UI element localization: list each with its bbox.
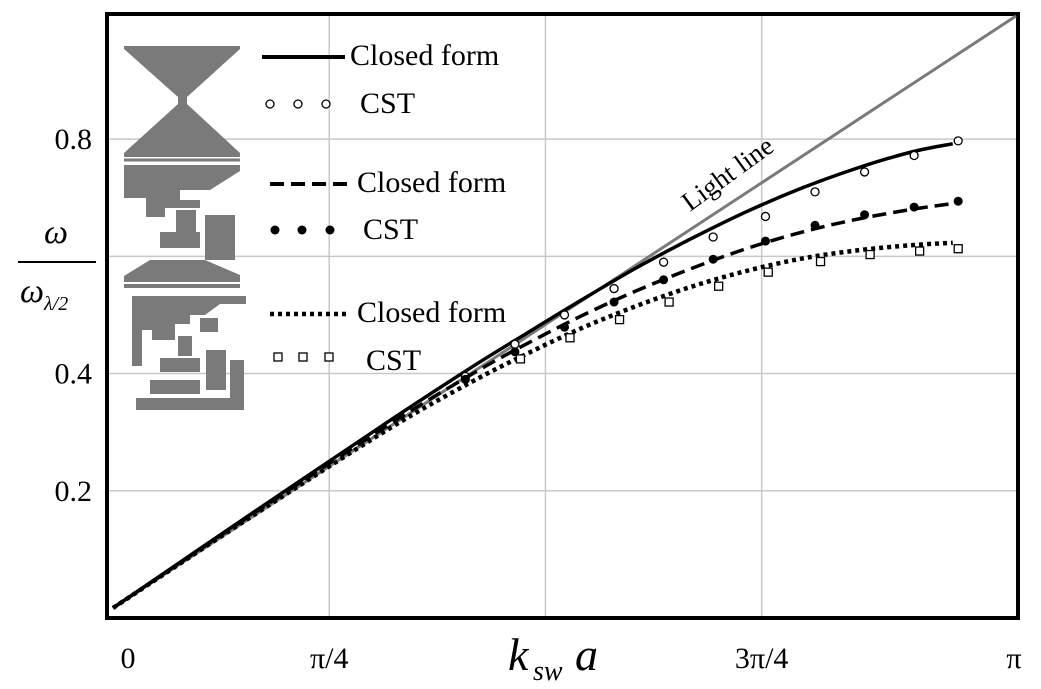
series-3-cst-point-6 bbox=[760, 236, 770, 246]
series-3-cst-point-3 bbox=[609, 297, 619, 307]
legend-label-cst-1: CST bbox=[360, 87, 415, 120]
series-1-cst-point-10 bbox=[953, 136, 963, 146]
x-axis-label-tail: a bbox=[575, 629, 598, 680]
series-1-cst-point-2 bbox=[559, 310, 570, 320]
legend-label-closed-form-1: Closed form bbox=[350, 39, 499, 72]
y-axis-denominator-sub: λ/2 bbox=[43, 293, 68, 315]
unit-cell-meander-icon bbox=[124, 165, 240, 288]
series-1-cst-point-5 bbox=[708, 232, 718, 242]
series-5-cst-point-3 bbox=[664, 297, 674, 307]
series-layer bbox=[111, 136, 963, 610]
series-4-closed-form-dotted-line bbox=[111, 240, 953, 610]
series-1-cst-point-6 bbox=[760, 211, 771, 222]
legend-markers-filled-circle bbox=[270, 225, 335, 235]
x-axis-label: k sw a bbox=[508, 629, 598, 687]
series-3-cst-point-4 bbox=[659, 275, 669, 285]
series-1-cst-point-1 bbox=[510, 339, 520, 349]
legend: Closed form CST Closed form CST Closed f… bbox=[262, 39, 506, 377]
legend-markers-open-square bbox=[273, 352, 334, 362]
series-1-cst-point-3 bbox=[609, 283, 619, 294]
series-3-cst-point-1 bbox=[510, 347, 520, 357]
x-tick-label-3: π bbox=[1006, 642, 1021, 675]
x-axis-label-sub: sw bbox=[533, 656, 563, 687]
series-3-cst-point-9 bbox=[909, 202, 919, 212]
series-5-cst-point-9 bbox=[953, 244, 963, 254]
unit-cell-bowtie-icon bbox=[124, 46, 240, 162]
legend-markers-open-circle bbox=[265, 99, 331, 109]
series-5-cst-point-5 bbox=[763, 267, 773, 277]
x-tick-label-2: 3π/4 bbox=[735, 642, 788, 675]
series-2-closed-form-dashed-line bbox=[112, 201, 953, 610]
series-1-cst-point-4 bbox=[658, 257, 669, 267]
series-5-cst-point-6 bbox=[815, 256, 826, 267]
x-tick-label-1: π/4 bbox=[310, 642, 348, 675]
legend-label-closed-form-2: Closed form bbox=[357, 166, 506, 199]
y-tick-label-0: 0.2 bbox=[55, 475, 93, 508]
series-3-cst-point-7 bbox=[810, 220, 820, 230]
series-1-cst-point-7 bbox=[810, 187, 820, 197]
series-3-cst-point-8 bbox=[860, 210, 870, 220]
series-3-cst-point-2 bbox=[560, 322, 569, 332]
x-tick-label-0: 0 bbox=[121, 642, 136, 675]
legend-label-cst-3: CST bbox=[366, 344, 421, 377]
y-axis-denominator: ω bbox=[20, 273, 44, 310]
y-axis-label: ω ω λ/2 bbox=[18, 214, 96, 315]
series-3-cst-point-10 bbox=[953, 196, 963, 206]
series-1-cst-point-8 bbox=[859, 167, 870, 177]
legend-label-closed-form-3: Closed form bbox=[357, 296, 506, 329]
legend-label-cst-2: CST bbox=[363, 213, 418, 246]
series-5-cst-point-7 bbox=[865, 249, 875, 260]
series-1-cst-point-9 bbox=[909, 150, 919, 161]
y-tick-label-3: 0.8 bbox=[55, 123, 93, 156]
series-5-cst-point-8 bbox=[914, 246, 925, 256]
series-3-cst-point-0 bbox=[460, 374, 470, 384]
series-5-cst-point-4 bbox=[714, 281, 724, 291]
series-3-cst-point-5 bbox=[708, 254, 718, 264]
grid bbox=[109, 16, 1016, 616]
series-5-cst-point-1 bbox=[565, 333, 575, 343]
series-5-cst-point-2 bbox=[614, 314, 625, 325]
series-0-closed-form-solid-line bbox=[112, 142, 954, 610]
y-tick-label-1: 0.4 bbox=[55, 358, 93, 391]
tick-labels: 0.2 0.4 0.8 0 π/4 3π/4 π bbox=[55, 123, 1022, 675]
unit-cell-fractal-icon bbox=[132, 296, 246, 410]
series-5-cst-point-0 bbox=[515, 354, 526, 364]
x-axis-label-main: k bbox=[508, 629, 530, 680]
y-axis-numerator: ω bbox=[44, 214, 68, 251]
